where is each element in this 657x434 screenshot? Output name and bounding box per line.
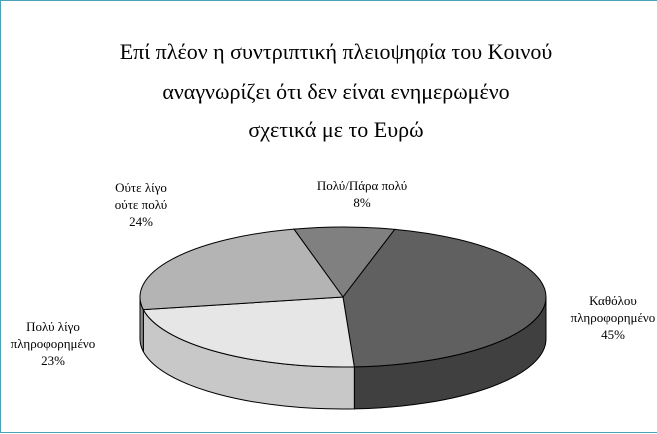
pie-slice: [139, 228, 344, 311]
pie-slice: [292, 226, 396, 298]
pie-slice: [342, 228, 547, 368]
slice-label-line: Καθόλου: [589, 293, 637, 308]
slice-label: Καθόλου πληροφορημένο 45%: [571, 293, 656, 342]
slice-label-line: πληροφορημένο: [11, 336, 96, 351]
slice-label-line: Πολύ/Πάρα πολύ: [317, 178, 407, 193]
chart-title: Επί πλέον η συντριπτική πλειοψηφία του Κ…: [120, 39, 553, 142]
pie-labels: Πολύ/Πάρα πολύ 8% Καθόλου πληροφορημένο 45% Π…: [11, 178, 656, 368]
chart-title-line: Επί πλέον η συντριπτική πλειοψηφία του Κ…: [120, 39, 553, 64]
pie-group: [139, 226, 547, 410]
slice-label-line: πληροφορημένο: [571, 310, 656, 325]
slice-label: Πολύ/Πάρα πολύ 8%: [317, 178, 407, 210]
pie-slice: [142, 296, 355, 368]
slice-label: Ούτε λίγο ούτε πολύ 24%: [115, 180, 167, 229]
slice-label-line: 45%: [601, 327, 625, 342]
slice-label-line: 23%: [41, 353, 65, 368]
chart-title-line: σχετικά με το Ευρώ: [248, 117, 423, 142]
slice-label-line: Πολύ λίγο: [26, 319, 80, 334]
slice-label-line: ούτε πολύ: [115, 197, 167, 212]
slice-label-line: 24%: [129, 214, 153, 229]
slice-label: Πολύ λίγο πληροφορημένο 23%: [11, 319, 96, 368]
slice-label-line: Ούτε λίγο: [115, 180, 167, 195]
slice-label-line: 8%: [353, 195, 371, 210]
chart-title-line: αναγνωρίζει ότι δεν είναι ενημερωμένο: [162, 79, 509, 104]
